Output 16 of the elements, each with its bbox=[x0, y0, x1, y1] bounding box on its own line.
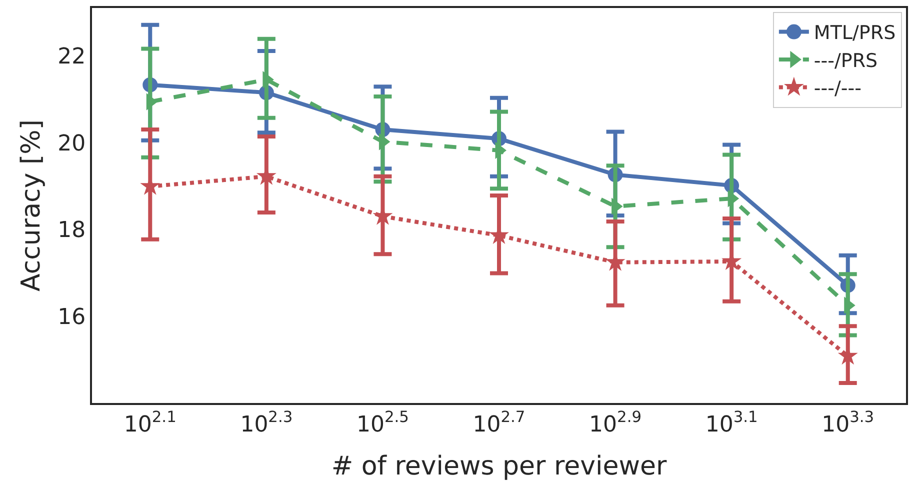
y-tick-label: 22 bbox=[58, 44, 86, 70]
legend-label: ---/--- bbox=[814, 78, 862, 100]
x-tick-label: 10$^{2.5}$ bbox=[356, 408, 409, 438]
x-tick-label: 10$^{3.1}$ bbox=[705, 408, 758, 438]
x-tick-label: 10$^{2.9}$ bbox=[589, 408, 642, 438]
x-tick-label: 10$^{2.7}$ bbox=[472, 408, 526, 438]
y-tick-label: 16 bbox=[58, 304, 86, 330]
x-tick-label: 10$^{2.1}$ bbox=[124, 408, 176, 438]
x-tick-label: 10$^{2.3}$ bbox=[240, 408, 293, 438]
legend-label: ---/PRS bbox=[814, 50, 878, 72]
y-tick-label: 18 bbox=[58, 218, 86, 244]
x-axis-title: # of reviews per reviewer bbox=[331, 452, 667, 482]
y-axis-title: Accuracy [%] bbox=[16, 120, 46, 292]
y-tick-label: 20 bbox=[58, 131, 86, 156]
x-tick-label: 10$^{3.3}$ bbox=[822, 408, 874, 438]
legend-label: MTL/PRS bbox=[814, 22, 896, 44]
